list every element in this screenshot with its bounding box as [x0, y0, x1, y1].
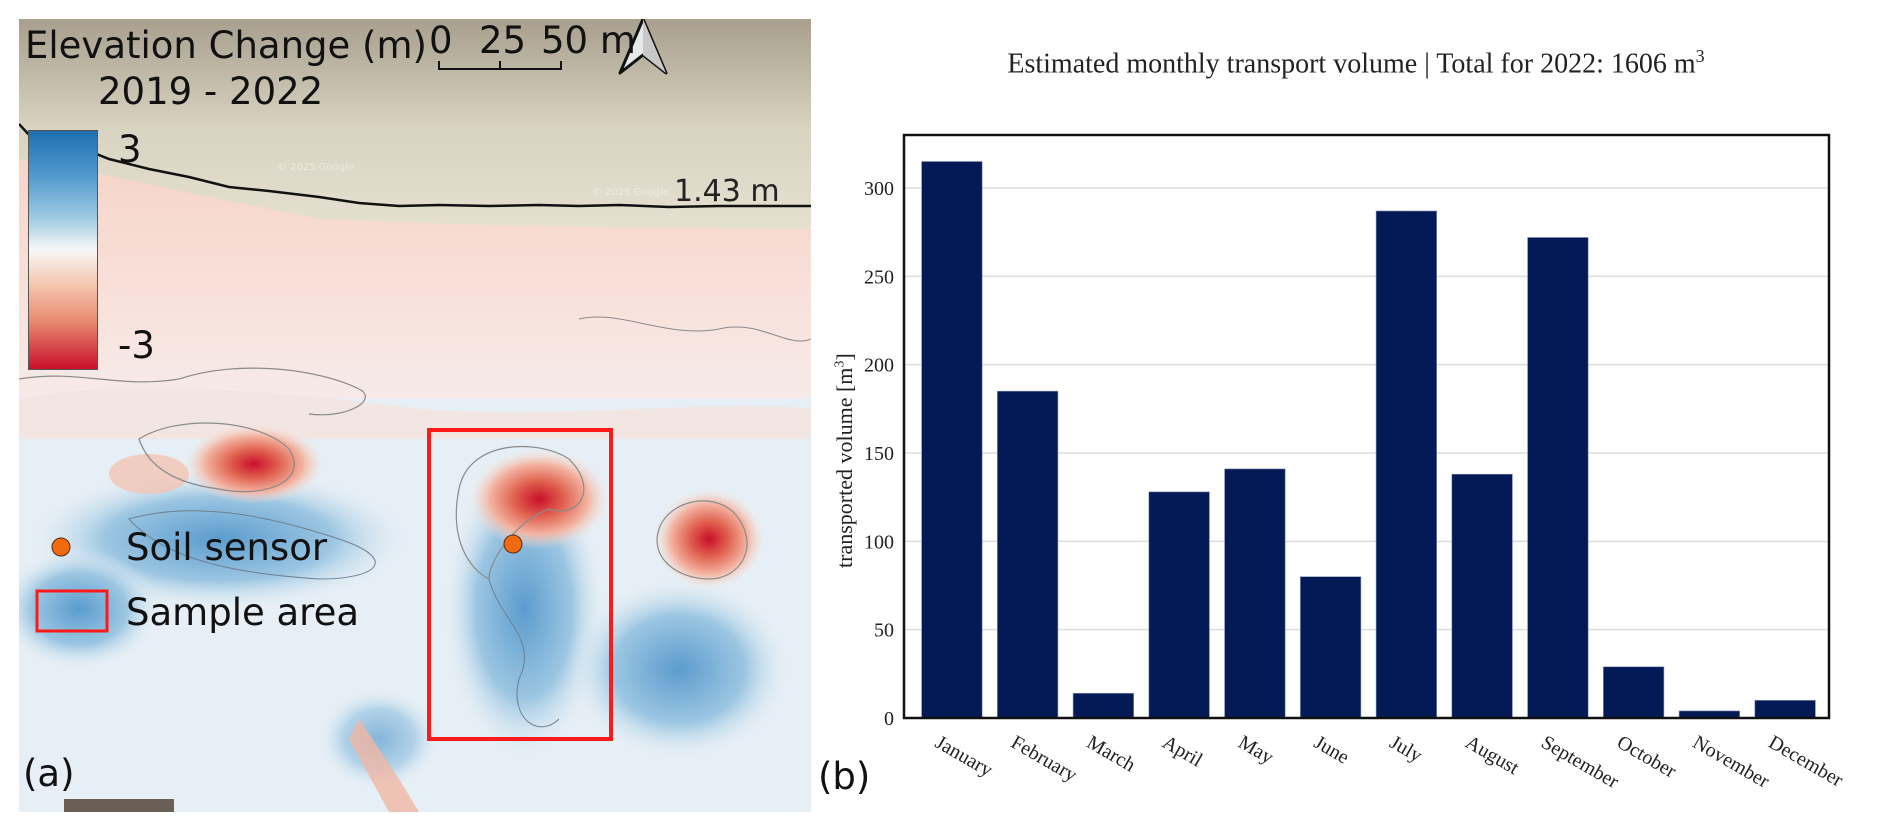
- y-tick-label: 150: [864, 443, 894, 465]
- north-arrow-icon: [618, 19, 668, 75]
- bar-june: [1300, 576, 1362, 719]
- bar-january: [921, 161, 983, 719]
- colorbar-max-label: 3: [118, 128, 142, 171]
- bar-december: [1754, 700, 1816, 719]
- y-tick-label: 0: [884, 708, 894, 730]
- chart-title-superscript: 3: [1695, 46, 1705, 66]
- x-tick-label-january: January: [931, 731, 996, 781]
- y-tick-labels: 0 50 100 150 200 250 300: [864, 178, 894, 730]
- map-title-line1: Elevation Change (m): [25, 24, 427, 67]
- y-tick-label: 100: [864, 531, 894, 553]
- elevation-change-map: Elevation Change (m) 2019 - 2022 3 -3 0 …: [19, 19, 811, 812]
- legend-soil-sensor-icon: [51, 537, 71, 557]
- plot-frame: [902, 133, 1831, 720]
- scale-bar-tick-0: 0: [429, 19, 453, 62]
- soil-sensor-marker: [503, 534, 523, 554]
- monthly-transport-chart: Estimated monthly transport volume | Tot…: [818, 0, 1892, 832]
- y-tick-label: 300: [864, 178, 894, 200]
- map-imagery: [19, 19, 811, 812]
- scale-bar-tick-50: 50 m: [541, 19, 636, 62]
- bar-chart-plot: 0 50 100 150 200 250 300 January February March A…: [864, 133, 1847, 793]
- bar-july: [1375, 210, 1437, 719]
- x-tick-label-june: June: [1310, 731, 1353, 768]
- imagery-watermark: © 2025 Google: [277, 162, 355, 173]
- x-tick-label-september: September: [1537, 731, 1622, 793]
- bar-may: [1224, 468, 1286, 719]
- legend-label-sample-area: Sample area: [126, 591, 360, 634]
- x-tick-label-august: August: [1462, 731, 1523, 779]
- imagery-watermark-2: © 2025 Google: [592, 187, 670, 198]
- bar-august: [1451, 473, 1513, 719]
- colorbar-min-label: -3: [118, 324, 155, 367]
- panel-label-b: (b): [818, 755, 871, 798]
- x-tick-label-december: December: [1765, 731, 1847, 791]
- bar-february: [997, 390, 1059, 719]
- sample-area-rectangle: [427, 428, 613, 741]
- y-tick-label: 200: [864, 355, 894, 377]
- x-tick-label-april: April: [1159, 731, 1207, 771]
- scale-bar-tick-25: 25: [479, 19, 527, 62]
- legend-label-soil-sensor: Soil sensor: [126, 526, 328, 569]
- x-tick-label-november: November: [1689, 731, 1773, 792]
- x-tick-label-may: May: [1234, 731, 1277, 768]
- x-tick-labels: January February March April May June July Augu…: [931, 731, 1847, 793]
- x-tick-label-july: July: [1386, 731, 1426, 767]
- scale-bar: [438, 61, 562, 70]
- legend-sample-area-icon: [35, 589, 109, 633]
- contour-label: 1.43 m: [674, 174, 780, 209]
- colorbar: [28, 130, 98, 370]
- bars: [921, 161, 1816, 719]
- map-title-line2: 2019 - 2022: [98, 70, 324, 113]
- chart-title-text: Estimated monthly transport volume | Tot…: [1007, 48, 1696, 80]
- chart-title: Estimated monthly transport volume | Tot…: [820, 46, 1892, 80]
- panel-label-a: (a): [23, 752, 75, 795]
- x-tick-label-october: October: [1613, 731, 1680, 782]
- x-tick-label-february: February: [1007, 731, 1081, 786]
- y-tick-label: 250: [864, 266, 894, 288]
- y-tick-label: 50: [874, 620, 894, 642]
- bar-april: [1148, 491, 1210, 719]
- x-tick-label-march: March: [1083, 731, 1139, 776]
- bar-september: [1527, 237, 1589, 719]
- bar-march: [1072, 692, 1134, 719]
- bar-october: [1603, 666, 1665, 719]
